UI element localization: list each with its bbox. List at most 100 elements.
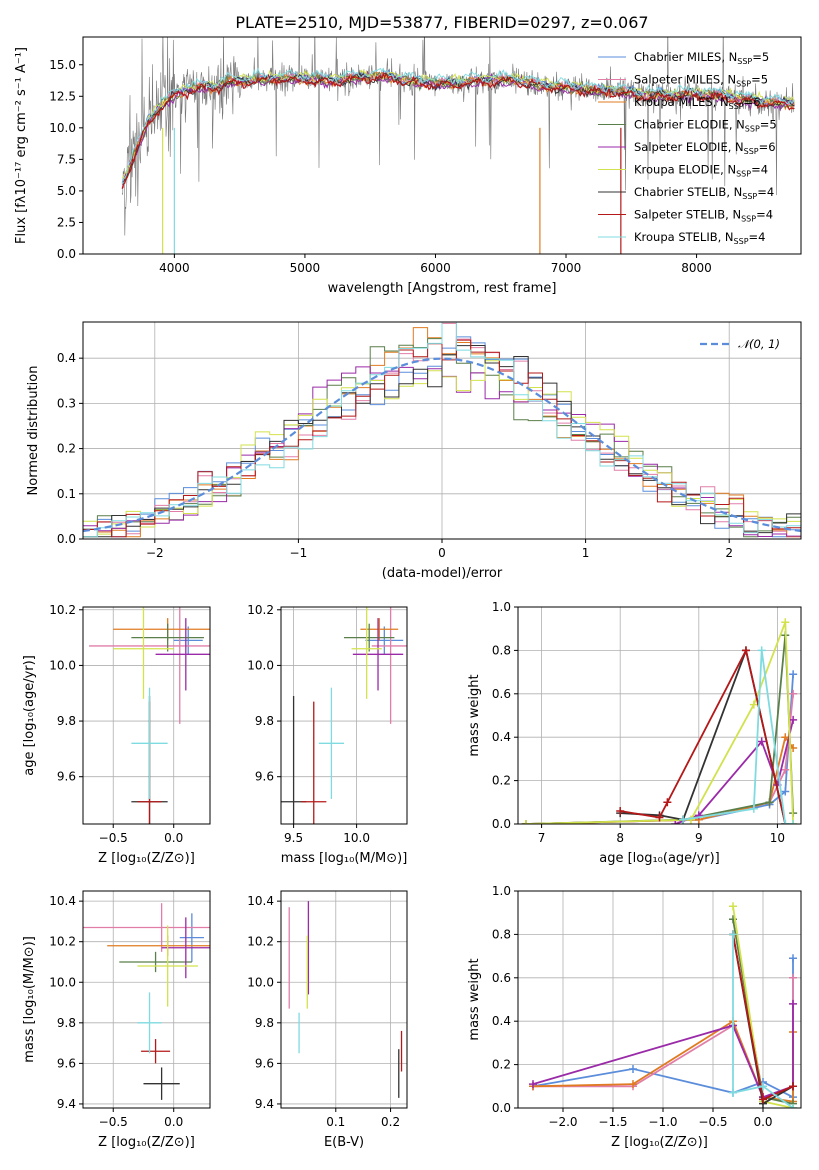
errorbar-point	[155, 618, 210, 691]
y-tick-label: 10.0	[247, 975, 274, 989]
y-tick-label: 9.6	[57, 1056, 76, 1070]
plus-marker	[789, 973, 797, 982]
plus-marker	[789, 715, 798, 724]
axes-age-vs-Z: −0.5 0.0 9.6 9.8 10.0 10.2 Z [log₁₀(Z/Z⊙)] age …	[22, 603, 211, 866]
x-tick-label: −1	[290, 546, 308, 560]
errorbar-point	[113, 607, 174, 699]
legend-nssp: 4	[758, 230, 765, 244]
series-line-salpeter-miles	[525, 693, 794, 824]
errorbar-point	[141, 1039, 171, 1064]
axes-frame	[517, 606, 802, 825]
x-tick-label: 0.2	[381, 1115, 400, 1129]
y-tick-label: 0.0	[57, 247, 76, 261]
errorbar-point	[179, 913, 204, 962]
legend-name: Kroupa ELODIE	[634, 163, 720, 177]
observed-spectrum	[121, 37, 795, 236]
y-tick-label: 10.2	[49, 603, 76, 617]
plus-marker	[616, 806, 625, 815]
y-axis-label: age [log₁₀(age/yr)]	[22, 655, 37, 776]
errorbar-point	[352, 618, 404, 691]
plus-marker	[781, 787, 790, 796]
y-tick-label: 12.5	[49, 89, 76, 103]
errorbar-point	[83, 903, 210, 952]
axes-massweight-vs-age: 7 8 9 10 0.0 0.2 0.4 0.6 0.8 1.0 age [log₁₀(age/yr…	[467, 600, 802, 866]
y-tick-label: 9.6	[57, 770, 76, 784]
legend-name: Chabrier MILES	[634, 50, 721, 64]
plus-marker	[749, 804, 758, 813]
axes-frame	[82, 36, 802, 255]
y-tick-label: 10.0	[49, 975, 76, 989]
axes-spectrum: 4000 5000 6000 7000 8000 0.0 2.5 5.0 7.5 10.0 12.5…	[14, 36, 802, 296]
x-tick-label: −2.0	[548, 1115, 577, 1129]
x-tick-label: 7	[538, 831, 546, 845]
series-line-kroupa-stelib	[732, 934, 794, 1108]
plot-area-mass-vs-EBV	[288, 901, 403, 1098]
series-line-kroupa-elodie	[525, 621, 794, 824]
model-line-chabrier-stelib	[121, 71, 795, 183]
y-tick-label: 0.2	[57, 442, 76, 456]
plus-marker	[789, 820, 798, 824]
axes-residuals: −2 −1 0 1 2 0.0 0.1 0.2 0.3 0.4 (data-model)/error…	[26, 321, 802, 581]
axes-frame	[82, 606, 211, 825]
plot-area-age-vs-mass	[281, 607, 407, 824]
x-axis-label: E(B-V)	[324, 1135, 364, 1150]
errorbar-point	[301, 701, 327, 824]
y-tick-label: 0.1	[57, 487, 76, 501]
y-tick-label: 0.4	[492, 1014, 511, 1028]
y-tick-label: 0.2	[492, 1058, 511, 1072]
errorbar-point	[344, 623, 395, 652]
errorbar-point	[318, 687, 344, 799]
x-axis-label: Z [log₁₀(Z/Z⊙)]	[98, 1135, 195, 1150]
legend-nssp: 5	[769, 118, 776, 132]
plus-marker	[789, 999, 797, 1008]
x-tick-label: 8000	[681, 261, 712, 275]
plus-marker	[521, 820, 530, 824]
y-tick-label: 9.6	[255, 1056, 274, 1070]
plus-marker	[757, 646, 766, 655]
y-tick-label: 7.5	[57, 152, 76, 166]
errorbar-point	[365, 626, 404, 655]
plot-area-age-vs-Z	[89, 607, 210, 824]
histogram-salpeter-stelib	[83, 339, 801, 538]
y-tick-label: 9.6	[255, 770, 274, 784]
errorbar-point	[143, 1067, 180, 1100]
legend-name: Salpeter MILES	[634, 73, 720, 87]
spectrum-legend: Chabrier MILES, NSSP=5 Salpeter MILES, NS…	[598, 50, 777, 246]
x-tick-label: 6000	[420, 261, 451, 275]
y-tick-label: 9.8	[255, 1016, 274, 1030]
x-tick-label: 0.0	[753, 1115, 772, 1129]
errorbar-point	[89, 607, 210, 724]
y-tick-label: 1.0	[492, 884, 511, 898]
legend-nssp: 6	[753, 95, 760, 109]
legend-name: Kroupa STELIB	[634, 230, 718, 244]
x-tick-label: −1.0	[648, 1115, 677, 1129]
y-tick-label: 0.8	[492, 643, 511, 657]
plus-marker	[789, 954, 797, 963]
plus-marker	[781, 765, 790, 774]
x-tick-label: 1	[582, 546, 590, 560]
x-tick-label: −0.5	[99, 1115, 128, 1129]
y-axis-label: mass [log₁₀(M/M⊙)]	[22, 936, 37, 1063]
x-tick-label: 8	[616, 831, 624, 845]
y-tick-label: 9.4	[255, 1097, 274, 1111]
errorbar-point	[161, 917, 210, 979]
plus-marker	[663, 798, 672, 807]
y-tick-label: 0.3	[57, 396, 76, 410]
plot-area-mass-vs-Z	[83, 903, 210, 1100]
legend-entry: Chabrier STELIB, NSSP=4	[634, 185, 774, 201]
y-tick-label: 15.0	[49, 58, 76, 72]
x-tick-label: 7000	[551, 261, 582, 275]
x-tick-label: 2	[725, 546, 733, 560]
legend-entry: Kroupa STELIB, NSSP=4	[634, 230, 766, 246]
errorbar-point	[351, 607, 382, 699]
errorbar-point	[137, 992, 162, 1054]
errorbar-point	[131, 623, 204, 652]
x-tick-label: −1.5	[598, 1115, 627, 1129]
plot-area-massweight-vs-Z	[529, 902, 797, 1108]
axes-age-vs-mass: 9.5 10.0 9.6 9.8 10.0 10.2 mass [log₁₀(M/M⊙)]	[247, 603, 408, 866]
legend-name: Salpeter ELODIE	[634, 140, 728, 154]
plus-marker	[757, 737, 766, 746]
plus-marker	[749, 700, 758, 709]
legend-nssp: 4	[766, 208, 773, 222]
y-tick-label: 5.0	[57, 184, 76, 198]
